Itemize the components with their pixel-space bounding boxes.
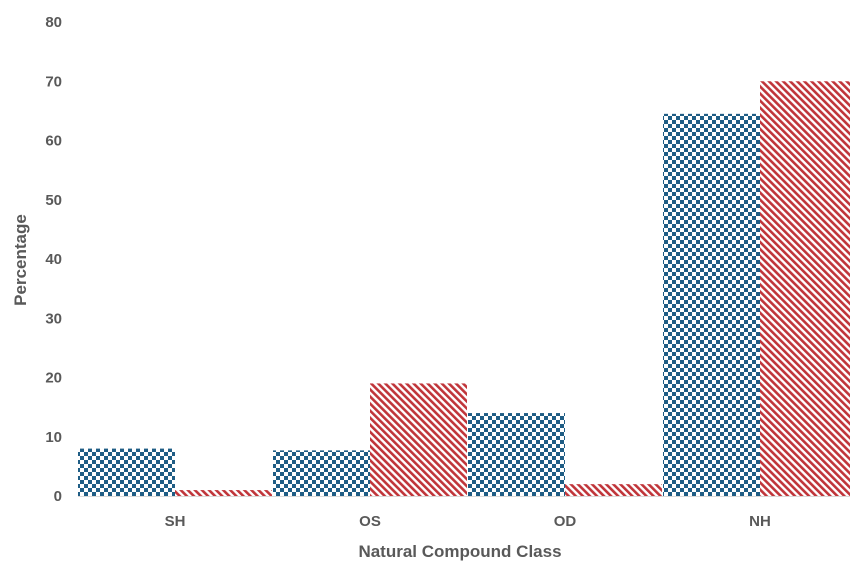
- y-axis-title: Percentage: [11, 214, 30, 306]
- bar-od-series-2: [565, 484, 662, 496]
- x-axis-ticks: SH OS OD NH: [165, 513, 771, 530]
- y-tick-label: 60: [45, 133, 62, 150]
- bar-sh-series-1: [78, 448, 175, 496]
- bar-nh-series-1: [663, 113, 760, 497]
- y-tick-label: 50: [45, 192, 62, 209]
- y-tick-label: 40: [45, 251, 62, 268]
- bars: [78, 81, 850, 497]
- y-tick-label: 70: [45, 73, 62, 90]
- y-tick-label: 0: [54, 488, 62, 505]
- y-tick-label: 80: [45, 14, 62, 31]
- bar-os-series-1: [273, 450, 370, 496]
- bar-sh-series-2: [175, 490, 272, 496]
- x-axis-title: Natural Compound Class: [358, 542, 561, 561]
- x-tick-label: SH: [165, 513, 186, 530]
- y-axis-ticks: 0 10 20 30 40 50 60 70 80: [45, 14, 62, 505]
- y-tick-label: 20: [45, 370, 62, 387]
- y-tick-label: 10: [45, 429, 62, 446]
- x-tick-label: NH: [749, 513, 771, 530]
- bar-od-series-1: [468, 413, 565, 496]
- bar-nh-series-2: [760, 81, 850, 496]
- y-tick-label: 30: [45, 310, 62, 327]
- x-tick-label: OD: [554, 513, 577, 530]
- bar-os-series-2: [370, 383, 467, 496]
- x-tick-label: OS: [359, 513, 381, 530]
